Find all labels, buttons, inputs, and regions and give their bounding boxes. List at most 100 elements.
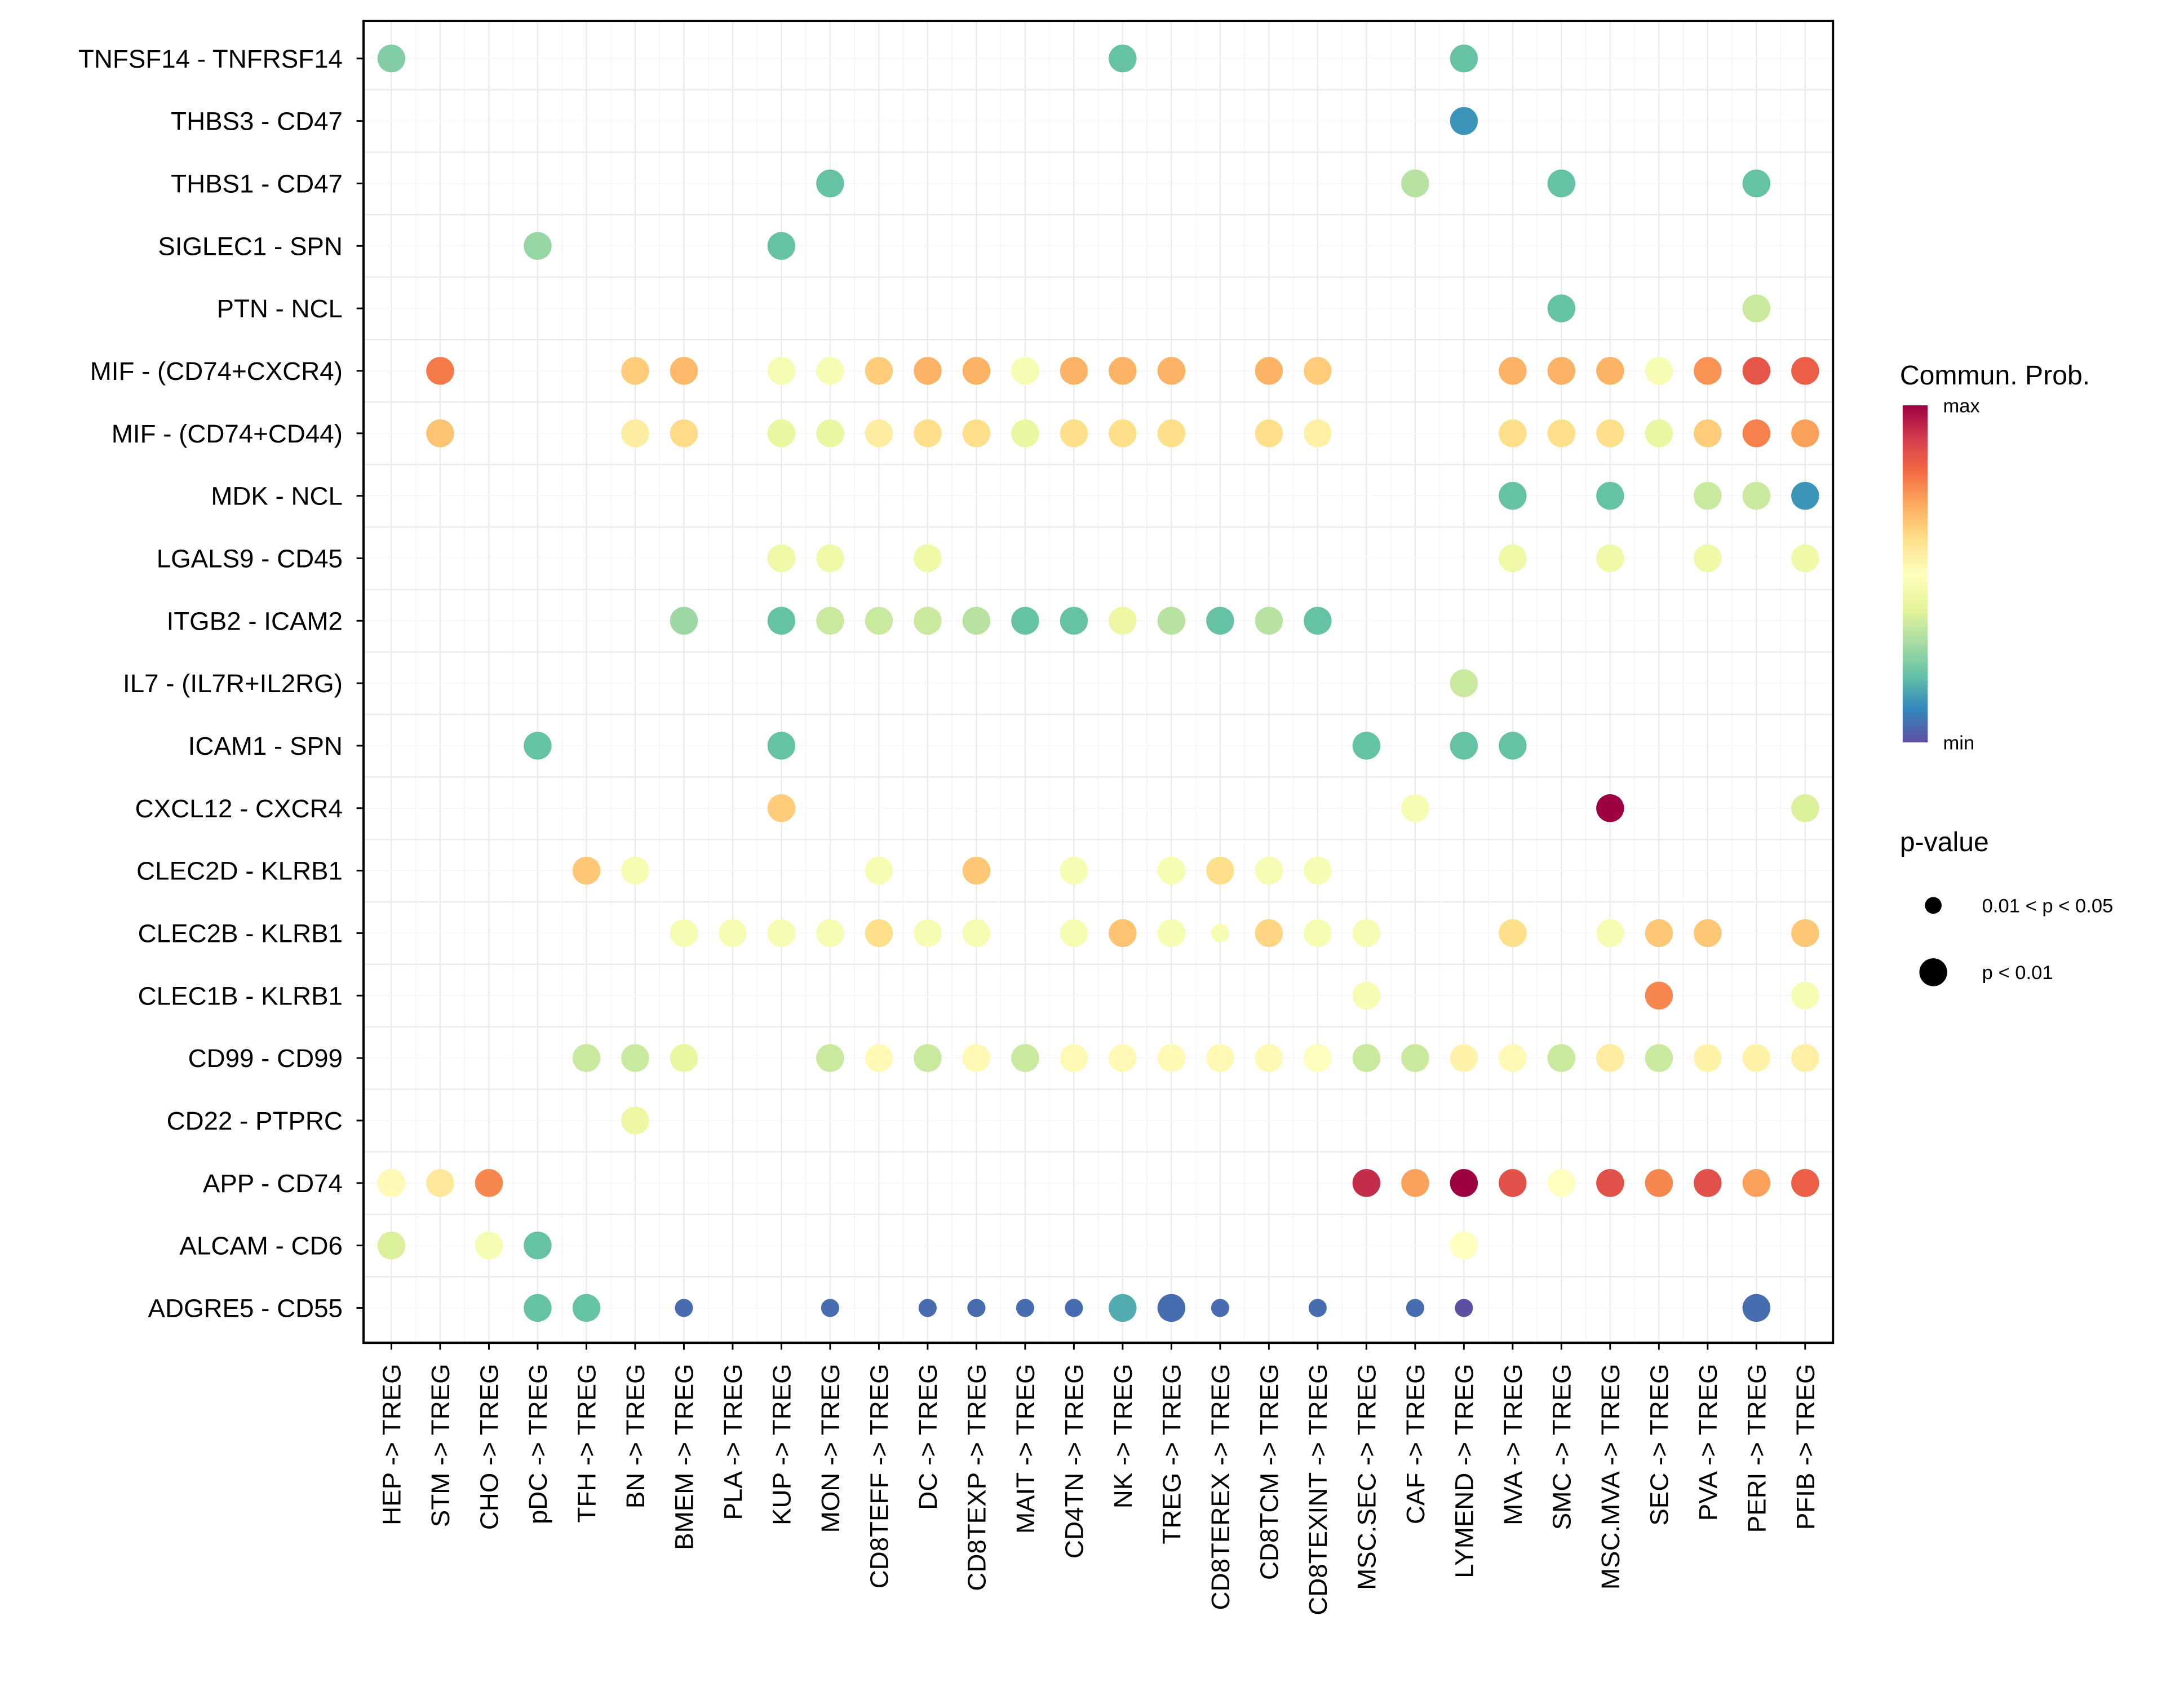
data-point <box>572 1294 601 1322</box>
x-tick-label: TFH -> TREG <box>572 1364 601 1522</box>
data-point <box>1060 856 1088 885</box>
data-point <box>1109 357 1137 385</box>
data-point <box>816 357 844 385</box>
data-point <box>1791 794 1819 822</box>
data-point <box>1304 607 1332 635</box>
y-tick-label: APP - CD74 <box>203 1169 343 1198</box>
data-point <box>1742 1044 1771 1072</box>
plot-panel-border <box>362 20 1835 1344</box>
data-point <box>1450 669 1478 697</box>
data-point <box>621 856 649 885</box>
data-point <box>962 607 991 635</box>
x-tick-label: SEC -> TREG <box>1645 1364 1673 1525</box>
data-point <box>1499 1044 1527 1072</box>
x-tick-label: SMC -> TREG <box>1547 1364 1576 1530</box>
data-point <box>1211 1299 1229 1317</box>
data-point <box>821 1299 839 1317</box>
data-point <box>816 419 844 448</box>
data-point <box>1742 1294 1771 1322</box>
data-point <box>1304 856 1332 885</box>
data-point <box>621 1106 649 1135</box>
data-point <box>1694 1044 1722 1072</box>
data-points <box>377 45 1819 1322</box>
data-point <box>962 1044 991 1072</box>
data-point <box>767 232 796 260</box>
y-tick-label: IL7 - (IL7R+IL2RG) <box>123 669 343 698</box>
data-point <box>1499 357 1527 385</box>
data-point <box>767 794 796 822</box>
data-point <box>1694 919 1722 948</box>
data-point <box>1304 1044 1332 1072</box>
data-point <box>816 169 844 198</box>
data-point <box>816 607 844 635</box>
y-tick-label: MIF - (CD74+CD44) <box>112 419 343 448</box>
data-point <box>1645 1044 1673 1072</box>
data-point <box>426 357 454 385</box>
data-point <box>524 1231 552 1260</box>
y-tick-label: SIGLEC1 - SPN <box>158 232 343 260</box>
color-legend-min-label: min <box>1943 732 1974 754</box>
data-point <box>865 919 893 948</box>
color-legend: Commun. Prob. max min <box>1900 360 2090 754</box>
x-tick-label: PERI -> TREG <box>1742 1364 1771 1533</box>
y-tick-label: THBS1 - CD47 <box>171 170 343 198</box>
y-tick-label: MDK - NCL <box>211 482 343 511</box>
data-point <box>1011 1044 1039 1072</box>
data-point <box>1352 919 1381 948</box>
data-point <box>967 1299 986 1317</box>
size-legend-label-large: p < 0.01 <box>1982 962 2053 984</box>
data-point <box>377 1169 406 1197</box>
color-bar <box>1902 405 1928 743</box>
data-point <box>1596 357 1624 385</box>
x-tick-label: TREG -> TREG <box>1157 1364 1186 1544</box>
data-point <box>1694 357 1722 385</box>
x-tick-label: CD4TN -> TREG <box>1060 1364 1088 1559</box>
data-point <box>1499 481 1527 510</box>
data-point <box>670 1044 698 1072</box>
data-point <box>1109 45 1137 73</box>
data-point <box>1255 357 1283 385</box>
data-point <box>1211 924 1229 942</box>
data-point <box>1060 419 1088 448</box>
x-tick-label: CD8TEXP -> TREG <box>962 1364 991 1591</box>
size-legend-small-dot <box>1925 897 1942 914</box>
y-tick-label: ITGB2 - ICAM2 <box>167 607 343 635</box>
data-point <box>1547 1044 1576 1072</box>
data-point <box>1547 169 1576 198</box>
data-point <box>1596 419 1624 448</box>
data-point <box>1450 1231 1478 1260</box>
data-point <box>1157 607 1186 635</box>
data-point <box>1694 481 1722 510</box>
data-point <box>865 607 893 635</box>
data-point <box>1157 1294 1186 1322</box>
data-point <box>1109 1044 1137 1072</box>
data-point <box>962 419 991 448</box>
data-point <box>1109 919 1137 948</box>
data-point <box>1060 357 1088 385</box>
data-point <box>914 607 942 635</box>
data-point <box>914 357 942 385</box>
data-point <box>1406 1299 1424 1317</box>
data-point <box>621 357 649 385</box>
data-point <box>865 419 893 448</box>
data-point <box>767 419 796 448</box>
data-point <box>1694 1169 1722 1197</box>
data-point <box>1547 419 1576 448</box>
data-point <box>1742 481 1771 510</box>
data-point <box>1645 419 1673 448</box>
data-point <box>1645 981 1673 1010</box>
y-tick-label: MIF - (CD74+CXCR4) <box>90 357 343 386</box>
data-point <box>1547 357 1576 385</box>
data-point <box>572 856 601 885</box>
x-tick-label: PFIB -> TREG <box>1791 1364 1820 1530</box>
data-point <box>1016 1299 1034 1317</box>
data-point <box>1060 1044 1088 1072</box>
y-tick-label: ADGRE5 - CD55 <box>148 1294 343 1322</box>
data-point <box>962 919 991 948</box>
data-point <box>426 1169 454 1197</box>
data-point <box>865 856 893 885</box>
data-point <box>1352 732 1381 760</box>
y-tick-label: TNFSF14 - TNFRSF14 <box>78 45 343 73</box>
data-point <box>816 919 844 948</box>
